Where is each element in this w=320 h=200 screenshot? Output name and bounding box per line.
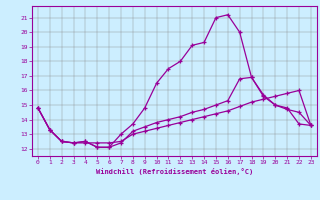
X-axis label: Windchill (Refroidissement éolien,°C): Windchill (Refroidissement éolien,°C) xyxy=(96,168,253,175)
